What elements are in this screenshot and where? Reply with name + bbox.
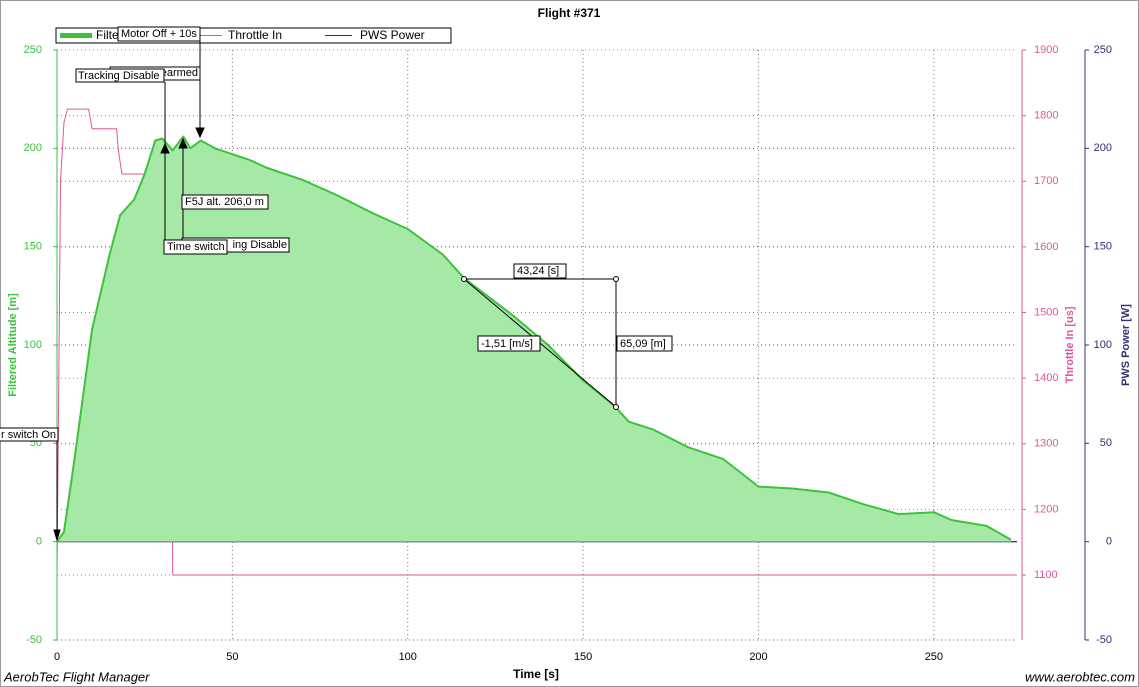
x-tick-label: 50 [226,651,238,663]
y2-tick-label: 1600 [1034,241,1058,253]
annotation-text: r switch On [1,429,56,441]
annotation: F5J alt. 206,0 m [181,194,269,210]
arrow-head [178,137,188,149]
arrow-head [53,529,61,542]
y3-tick-label: 200 [1094,142,1112,154]
arrow-head [195,127,205,139]
annotation: 65,09 [m] [616,335,673,352]
x-axis-label: Time [s] [513,667,559,681]
y-tick-label: 250 [24,44,42,56]
annotation: Time switch [163,239,228,255]
annotation-text: 43,24 [s] [517,265,559,277]
y-tick-label: 150 [24,241,42,253]
x-tick-label: 0 [54,651,60,663]
x-tick-label: 150 [574,651,592,663]
annotation: Motor Off + 10s [117,26,201,42]
y2-tick-label: 1900 [1034,44,1058,56]
footer-left: AerobTec Flight Manager [3,669,150,684]
annotation-text: earmed [161,67,198,79]
annotation-text: -1,51 [m/s] [481,338,533,350]
y2-tick-label: 1400 [1034,372,1058,384]
legend-label: PWS Power [360,28,425,42]
y2-tick-label: 1800 [1034,110,1058,122]
line [56,135,1012,543]
y2-tick-label: 1300 [1034,438,1058,450]
y2-tick-label: 1100 [1034,569,1058,581]
legend-label: Throttle In [228,28,282,42]
y3-tick-label: 100 [1094,339,1112,351]
y-tick-label: -50 [26,634,42,646]
y2-tick-label: 1700 [1034,175,1058,187]
y3-tick-label: 150 [1094,241,1112,253]
annotation-text: Tracking Disable [78,70,160,82]
y-axis-label: Filtered Altitude [m] [7,293,19,397]
y-tick-label: 200 [24,142,42,154]
y-tick-label: 100 [24,339,42,351]
annotation-text: Time switch [167,241,225,253]
y2-axis-label: Throttle In [us] [1064,306,1076,383]
x-tick-label: 200 [749,651,767,663]
axes: 0 50 100 150 200 250 -50 0 50 100 150 200 250 1100 120… [24,44,1112,663]
annotation: -1,51 [m/s] [477,335,541,352]
annotations [53,41,619,542]
measure-point [613,404,619,410]
x-tick-label: 250 [925,651,943,663]
y3-tick-label: 250 [1094,44,1112,56]
annotation: Tracking Disable [75,68,165,83]
measure-point [461,276,467,282]
y3-axis-label: PWS Power [W] [1120,304,1132,386]
footer-right: www.aerobtec.com [1025,669,1135,684]
annotation-text: F5J alt. 206,0 m [185,196,264,208]
annotation-text: 65,09 [m] [620,338,666,350]
y3-tick-label: 50 [1100,437,1112,449]
y3-tick-label: -50 [1096,634,1112,646]
y-tick-label: 0 [36,536,42,548]
x-tick-label: 100 [399,651,417,663]
y2-tick-label: 1500 [1034,306,1058,318]
annotation: 43,24 [s] [513,263,567,279]
annotation-text: ing Disable [233,239,287,251]
measure-point [613,276,619,282]
arrow-head [160,142,170,154]
chart-title: Flight #371 [538,6,601,20]
y3-tick-label: 0 [1106,536,1112,548]
y2-tick-label: 1200 [1034,503,1058,515]
annotation: r switch On [0,427,59,442]
annotation-text: Motor Off + 10s [121,28,197,40]
